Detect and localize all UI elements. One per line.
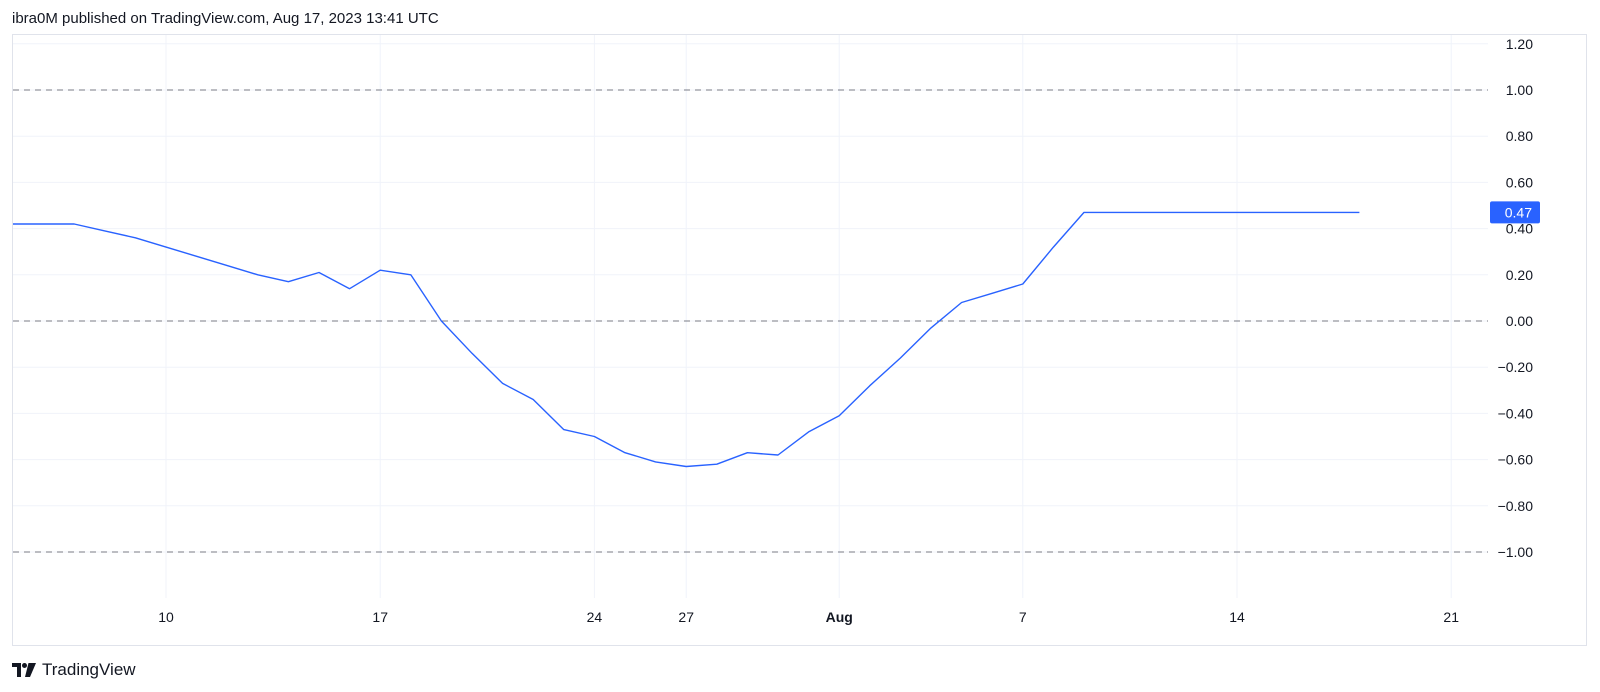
line-chart[interactable]: 10 17 24 27 Aug 7 14 21 1.20 1.00 0.80 0.60 0.40 0.2… xyxy=(0,0,1600,660)
dashed-level-layer xyxy=(13,89,1488,553)
x-tick-label: 21 xyxy=(1443,609,1459,625)
y-tick-label: 0.80 xyxy=(1506,128,1533,144)
brand-label: TradingView xyxy=(42,660,136,679)
tradingview-logo-icon xyxy=(12,663,36,677)
grid-layer xyxy=(13,35,1488,598)
x-tick-label: Aug xyxy=(826,609,853,625)
x-tick-label: 10 xyxy=(158,609,174,625)
chart-frame xyxy=(12,34,1587,646)
x-tick-label: 17 xyxy=(372,609,388,625)
y-axis-ticks: 1.20 1.00 0.80 0.60 0.40 0.20 0.00 −0.20 −0.40 −0… xyxy=(1498,36,1534,560)
y-tick-label: 1.20 xyxy=(1506,36,1533,52)
y-tick-label: −0.80 xyxy=(1498,498,1534,514)
y-tick-label: 0.60 xyxy=(1506,174,1533,190)
y-tick-label: −0.40 xyxy=(1498,405,1534,421)
y-tick-label: 0.20 xyxy=(1506,267,1533,283)
y-tick-label: 1.00 xyxy=(1506,82,1533,98)
y-tick-label: 0.40 xyxy=(1506,221,1533,237)
last-value-badge xyxy=(1490,201,1540,224)
y-tick-label: 0.00 xyxy=(1506,313,1533,329)
last-value-label: 0.47 xyxy=(1505,204,1532,220)
publisher-line: ibra0M published on TradingView.com, Aug… xyxy=(12,10,439,27)
series-line xyxy=(13,211,1360,468)
series-layer xyxy=(13,211,1360,468)
x-tick-label: 14 xyxy=(1229,609,1245,625)
x-tick-label: 27 xyxy=(678,609,694,625)
x-tick-label: 7 xyxy=(1019,609,1027,625)
y-tick-label: −0.60 xyxy=(1498,452,1534,468)
last-price-layer: 0.47 xyxy=(1490,201,1540,224)
y-tick-label: −1.00 xyxy=(1498,544,1534,560)
footer: TradingView xyxy=(12,660,136,680)
x-axis-ticks: 10 17 24 27 Aug 7 14 21 xyxy=(158,609,1459,625)
y-tick-label: −0.20 xyxy=(1498,359,1534,375)
x-tick-label: 24 xyxy=(587,609,603,625)
